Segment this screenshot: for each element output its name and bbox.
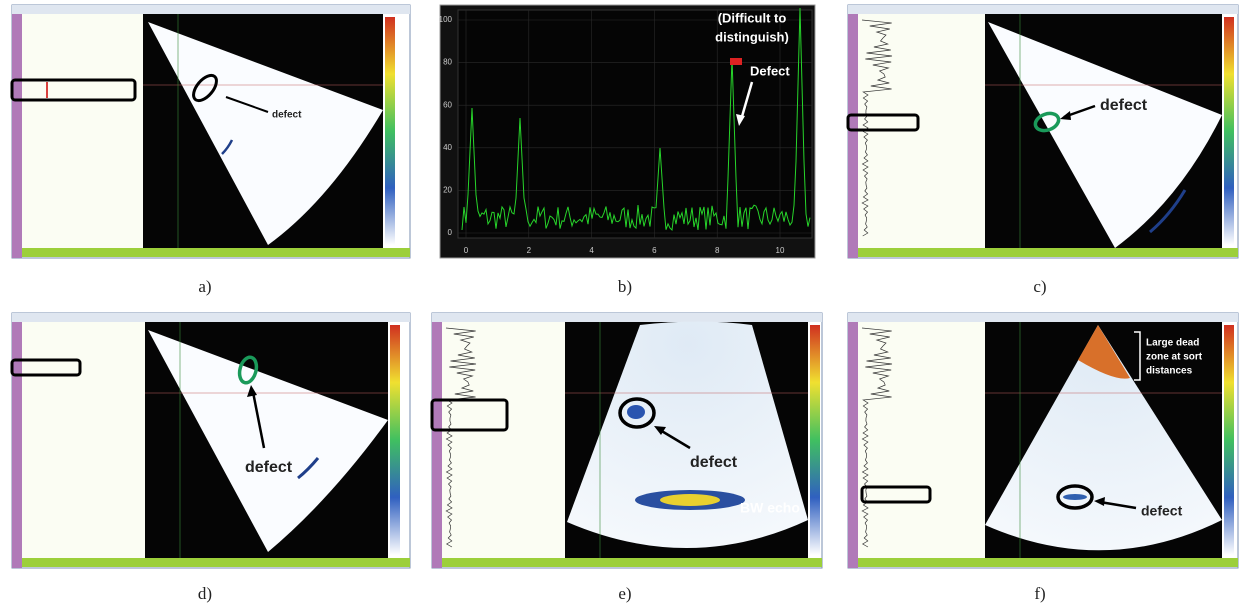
annotation: distances xyxy=(1146,366,1193,377)
y-tick-label: 60 xyxy=(443,100,452,109)
header-bar xyxy=(848,313,1238,322)
x-tick-label: 4 xyxy=(589,246,594,255)
echo-indication xyxy=(627,405,645,419)
footer-bar xyxy=(858,558,1238,567)
x-tick-label: 0 xyxy=(464,246,469,255)
header-bar xyxy=(12,5,410,14)
x-tick-label: 2 xyxy=(527,246,532,255)
x-tick-label: 8 xyxy=(715,246,720,255)
colorbar xyxy=(1224,325,1234,555)
colorbar xyxy=(810,325,820,555)
side-strip xyxy=(848,14,858,258)
y-tick-label: 20 xyxy=(443,186,452,195)
ascan-area xyxy=(22,14,143,248)
annotation: defect xyxy=(690,454,738,471)
annotation: defect xyxy=(1141,503,1183,519)
footer-bar xyxy=(442,558,822,567)
gate-marker xyxy=(730,58,742,65)
caption: a) xyxy=(198,277,211,296)
scan-panel xyxy=(12,313,410,568)
ascan-area xyxy=(22,322,145,558)
footer-bar xyxy=(22,248,410,257)
caption: c) xyxy=(1033,277,1046,296)
ascan-area xyxy=(858,322,985,558)
caption: d) xyxy=(198,584,212,603)
colorbar xyxy=(385,17,395,245)
colorbar xyxy=(390,325,400,555)
header-bar xyxy=(848,5,1238,14)
x-tick-label: 10 xyxy=(776,246,785,255)
caption: e) xyxy=(618,584,631,603)
a-scan-panel: 0 20 40 60 80 100 0 2 4 6 8 10 (Difficult to distin… xyxy=(439,5,815,258)
y-tick-label: 40 xyxy=(443,143,452,152)
header-bar xyxy=(12,313,410,322)
echo-indication xyxy=(660,494,720,506)
header-bar xyxy=(432,313,822,322)
annotation: defect xyxy=(245,459,293,476)
caption: f) xyxy=(1034,584,1045,603)
y-tick-label: 100 xyxy=(439,15,453,24)
side-strip xyxy=(432,322,442,568)
side-strip xyxy=(12,14,22,258)
x-tick-label: 6 xyxy=(652,246,657,255)
y-tick-label: 0 xyxy=(448,228,453,237)
scan-panel xyxy=(12,5,410,258)
annotation: distinguish) xyxy=(715,29,789,44)
annotation: Large dead xyxy=(1146,338,1199,349)
annotation: (Difficult to xyxy=(718,10,787,25)
annotation: Defect xyxy=(750,63,790,78)
footer-bar xyxy=(22,558,410,567)
scan-panel xyxy=(432,313,822,568)
annotation: defect xyxy=(272,110,302,121)
figure: 0 20 40 60 80 100 0 2 4 6 8 10 (Difficult to distin… xyxy=(0,0,1244,608)
colorbar xyxy=(1224,17,1234,245)
y-tick-label: 80 xyxy=(443,58,452,67)
echo-indication xyxy=(1063,494,1087,500)
footer-bar xyxy=(858,248,1238,257)
ascan-area xyxy=(442,322,565,558)
annotation: BW echo xyxy=(740,500,800,516)
caption: b) xyxy=(618,277,632,296)
annotation: zone at sort xyxy=(1146,352,1203,363)
side-strip xyxy=(848,322,858,568)
annotation: defect xyxy=(1100,97,1148,114)
